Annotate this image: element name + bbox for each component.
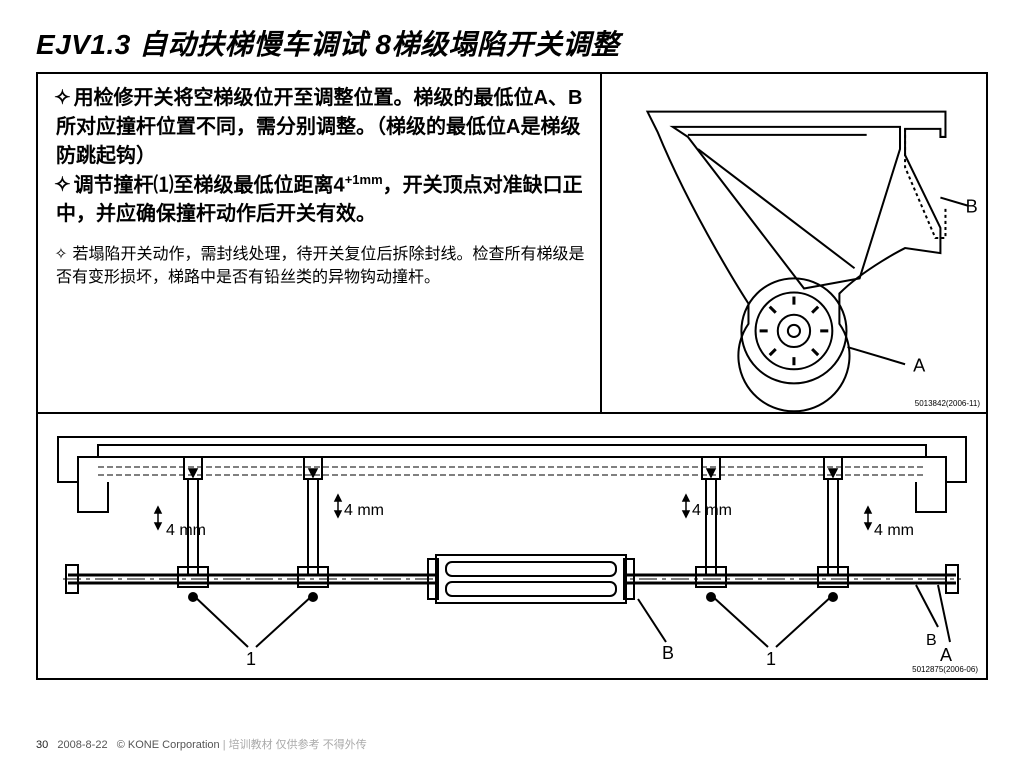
footer: 30 2008-8-22 © KONE Corporation | 培训教材 仅… xyxy=(36,736,367,752)
content-frame: ✧ 用检修开关将空梯级位开至调整位置。梯级的最低位A、B所对应撞杆位置不同，需分… xyxy=(36,72,988,680)
paragraph: ✧ 用检修开关将空梯级位开至调整位置。梯级的最低位A、B所对应撞杆位置不同，需分… xyxy=(56,84,586,171)
kone-logo: K O N E xyxy=(894,34,988,56)
logo-letter: N xyxy=(942,34,964,56)
dim-label: 4 mm xyxy=(344,502,384,519)
logo-letter: E xyxy=(966,34,988,56)
top-row: ✧ 用检修开关将空梯级位开至调整位置。梯级的最低位A、B所对应撞杆位置不同，需分… xyxy=(38,74,986,414)
header: EJV1.3 自动扶梯慢车调试 8梯级塌陷开关调整 K O N E xyxy=(36,28,988,62)
label-b2: B xyxy=(926,632,937,649)
label-b: B xyxy=(662,643,674,663)
figure-caption: 5013842(2006-11) xyxy=(915,399,980,408)
label-b: B xyxy=(966,196,978,216)
page-number: 30 xyxy=(36,739,48,751)
footer-copyright: © KONE Corporation xyxy=(117,739,220,751)
figure-cross-section: 4 mm 4 mm 4 mm 4 mm 1 1 B A B 5012875(20… xyxy=(38,414,986,678)
paragraph: ✧ 调节撞杆⑴至梯级最低位距离4+1mm，开关顶点对准缺口正中，并应确保撞杆动作… xyxy=(56,171,586,230)
dim-label: 4 mm xyxy=(874,522,914,539)
footer-date: 2008-8-22 xyxy=(57,739,107,751)
slide: EJV1.3 自动扶梯慢车调试 8梯级塌陷开关调整 K O N E ✧ 用检修开… xyxy=(0,0,1024,768)
dim-label: 4 mm xyxy=(166,522,206,539)
label-a: A xyxy=(940,645,952,665)
label-a: A xyxy=(913,355,926,375)
footer-note: 培训教材 仅供参考 不得外传 xyxy=(229,739,367,751)
paragraph-note: ✧ 若塌陷开关动作，需封线处理，待开关复位后拆除封线。检查所有梯级是否有变形损坏… xyxy=(56,243,586,289)
figure-caption: 5012875(2006-06) xyxy=(912,665,978,674)
instruction-text: ✧ 用检修开关将空梯级位开至调整位置。梯级的最低位A、B所对应撞杆位置不同，需分… xyxy=(38,74,600,412)
logo-letter: K xyxy=(894,34,916,56)
logo-letter: O xyxy=(918,34,940,56)
label-1: 1 xyxy=(766,649,776,669)
figure-step-bracket: A B 5013842(2006-11) xyxy=(600,74,986,412)
dim-label: 4 mm xyxy=(692,502,732,519)
page-title: EJV1.3 自动扶梯慢车调试 8梯级塌陷开关调整 xyxy=(36,28,619,62)
label-1: 1 xyxy=(246,649,256,669)
